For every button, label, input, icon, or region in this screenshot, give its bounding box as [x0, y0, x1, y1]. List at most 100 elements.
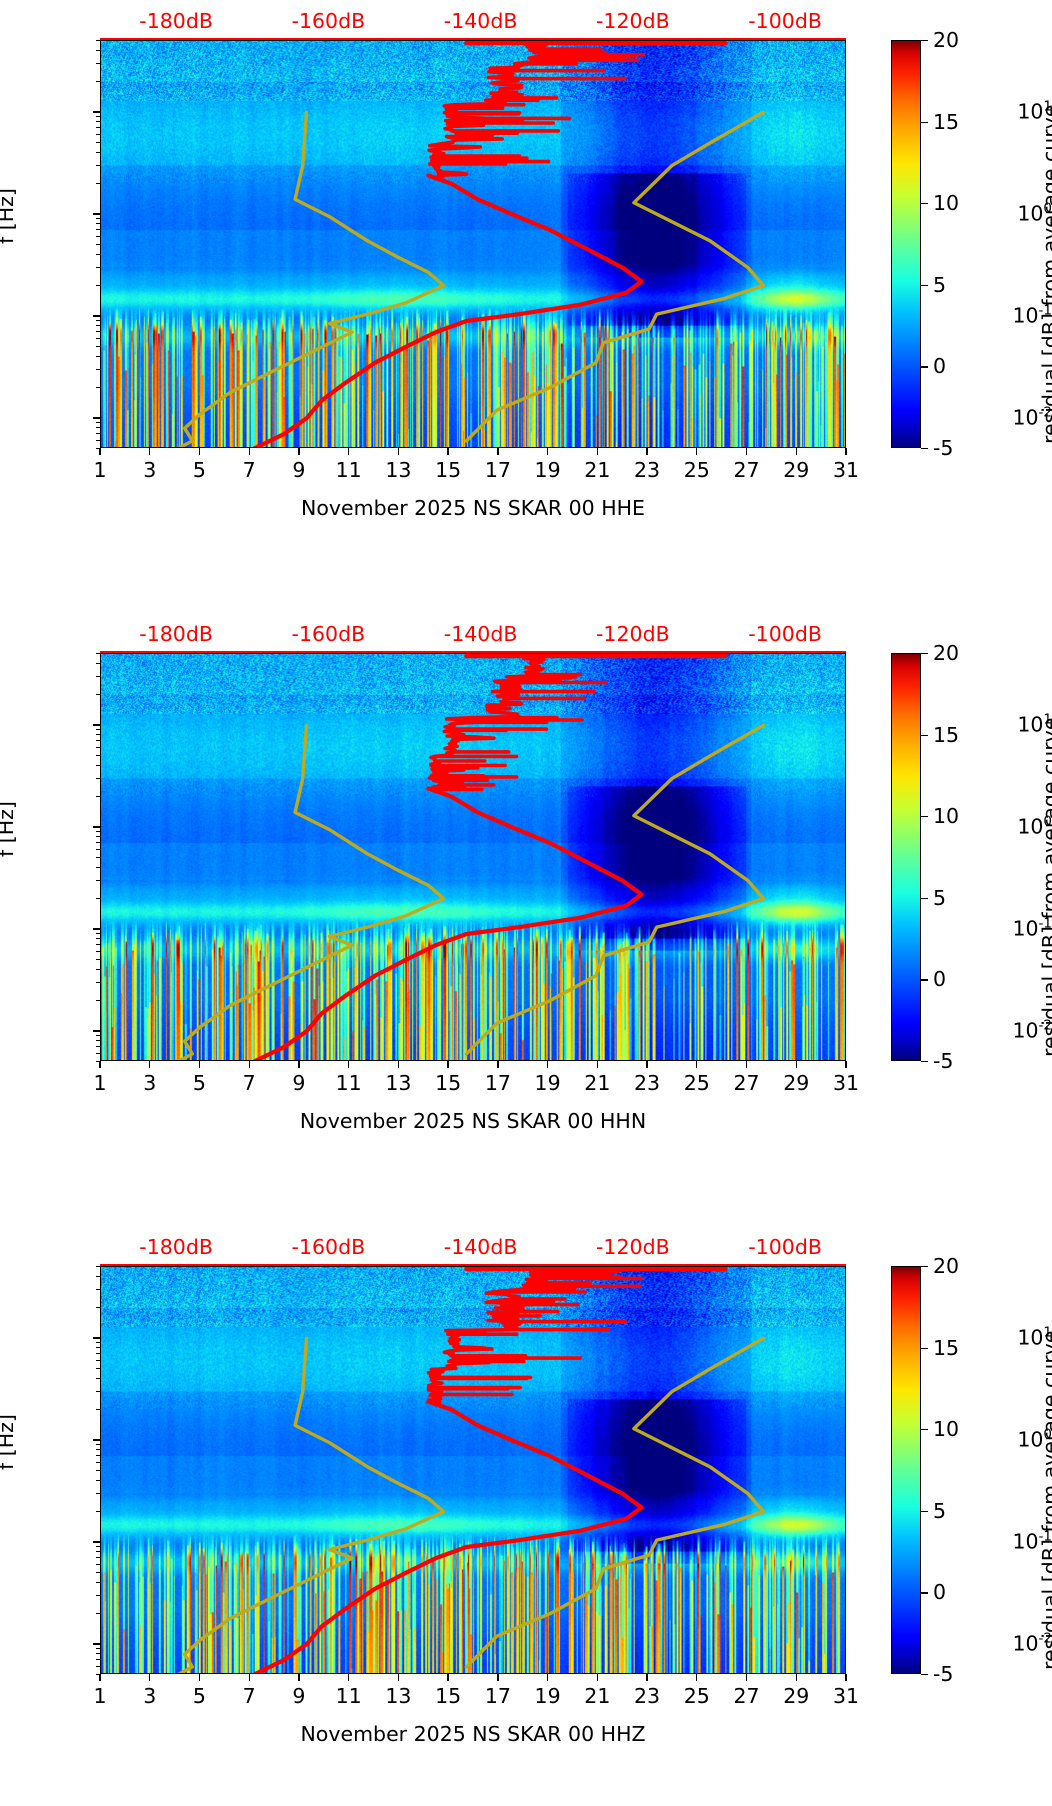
y-axis-minor-tick — [96, 1353, 100, 1355]
y-axis-minor-tick — [96, 355, 100, 358]
colorbar-tick-label: -5 — [933, 1662, 954, 1686]
y-axis-minor-tick — [96, 133, 100, 136]
noise-model-high-curve — [464, 110, 765, 443]
y-axis-minor-tick — [96, 842, 100, 844]
db-axis-tick-label: -100dB — [748, 622, 822, 646]
colorbar-tick-label: 5 — [933, 1498, 947, 1523]
x-axis-tick — [348, 1061, 350, 1068]
y-axis-minor-tick — [96, 127, 100, 129]
noise-model-high-curve — [464, 1336, 765, 1669]
y-axis-minor-tick — [96, 1594, 100, 1596]
x-axis-tick-label: 19 — [534, 1684, 561, 1708]
y-axis-minor-tick — [96, 1563, 100, 1566]
y-axis-minor-tick — [96, 981, 100, 983]
y-tick-exponent: 0 — [1043, 813, 1052, 830]
y-axis-tick — [93, 928, 100, 930]
x-axis-tick — [696, 1674, 698, 1681]
y-tick-mantissa: 10 — [1017, 814, 1044, 839]
y-axis-minor-tick — [96, 999, 100, 1001]
overlay-curves — [177, 41, 765, 447]
x-axis-tick — [149, 1061, 151, 1068]
x-axis-tick-label: 25 — [683, 1071, 710, 1095]
x-axis-tick — [845, 448, 847, 455]
x-axis-tick-label: 15 — [435, 458, 462, 482]
y-axis-minor-tick — [96, 421, 100, 424]
median-psd-curve-hf — [427, 41, 646, 179]
db-axis-tick-label: -100dB — [748, 1235, 822, 1259]
overlay-curves — [177, 1267, 765, 1673]
x-axis-tick — [546, 448, 549, 455]
x-axis-tick — [99, 1674, 101, 1681]
x-axis-tick-label: 7 — [242, 458, 256, 482]
db-axis-tick-label: -160dB — [291, 1235, 366, 1259]
x-axis-tick — [298, 1061, 300, 1068]
x-axis-label: November 2025 NS SKAR 00 HHE — [301, 496, 645, 520]
colorbar-tick — [921, 284, 928, 287]
colorbar-tick-label: -5 — [933, 1049, 954, 1073]
x-axis-tick — [248, 1674, 250, 1681]
db-axis-tick-label: -180dB — [139, 622, 213, 646]
x-axis-tick-label: 23 — [634, 1071, 661, 1095]
y-axis-minor-tick — [96, 866, 100, 869]
y-axis-minor-tick — [96, 764, 100, 767]
y-axis-tick — [93, 417, 100, 419]
y-axis-minor-tick — [96, 932, 100, 935]
x-axis-tick-label: 17 — [484, 1684, 511, 1708]
y-axis-minor-tick — [96, 740, 100, 742]
x-axis-tick — [546, 1061, 549, 1068]
spectrogram-axes — [100, 1266, 846, 1674]
y-axis-minor-tick — [96, 1674, 100, 1676]
y-axis-tick — [93, 1337, 100, 1339]
y-axis-minor-tick — [96, 223, 100, 225]
x-axis-tick — [198, 448, 201, 455]
y-axis-minor-tick — [96, 944, 100, 946]
colorbar-tick — [921, 979, 928, 981]
x-axis-tick — [646, 1674, 648, 1681]
y-axis-minor-tick — [96, 1479, 100, 1482]
y-tick-mantissa: 10 — [1012, 1529, 1039, 1554]
y-axis-minor-tick — [96, 693, 100, 695]
x-axis-tick-label: 21 — [584, 458, 611, 482]
y-axis-minor-tick — [96, 331, 100, 333]
y-axis-minor-tick — [96, 959, 100, 961]
y-axis-tick — [93, 1439, 100, 1441]
colorbar-tick — [921, 1061, 928, 1063]
x-axis-tick-label: 15 — [435, 1071, 462, 1095]
x-axis-tick — [248, 1061, 250, 1068]
y-tick-exponent: 1 — [1043, 711, 1052, 728]
x-axis-tick — [248, 448, 250, 455]
y-tick-mantissa: 10 — [1017, 201, 1044, 226]
x-axis-tick — [198, 1674, 201, 1681]
y-axis-minor-tick — [96, 795, 100, 797]
y-axis-minor-tick — [96, 755, 100, 757]
y-axis-minor-tick — [96, 1052, 100, 1055]
y-axis-minor-tick — [96, 1390, 100, 1392]
y-axis-minor-tick — [96, 427, 100, 429]
x-axis-tick-label: 3 — [143, 458, 157, 482]
x-axis-tick — [845, 1674, 847, 1681]
y-axis-label: f [Hz] — [0, 1414, 18, 1470]
noise-model-low-curve — [177, 1336, 446, 1673]
x-axis-tick-label: 19 — [534, 1071, 561, 1095]
y-axis-tick-label: 10-2 — [964, 1631, 1052, 1656]
y-axis-minor-tick — [96, 1443, 100, 1446]
y-axis-tick — [93, 724, 100, 726]
y-axis-minor-tick — [96, 121, 100, 123]
x-axis-tick-label: 3 — [143, 1071, 157, 1095]
x-axis-tick — [696, 1061, 698, 1068]
x-axis-tick — [745, 1674, 748, 1681]
x-axis-tick — [149, 1674, 151, 1681]
colorbar-tick — [921, 1347, 928, 1349]
x-axis-tick-label: 27 — [733, 1071, 760, 1095]
y-axis-label: f [Hz] — [0, 188, 18, 244]
x-axis-tick-label: 25 — [683, 458, 710, 482]
db-axis-tick-label: -100dB — [748, 9, 822, 33]
y-tick-exponent: -2 — [1038, 1630, 1052, 1647]
x-axis-tick-label: 19 — [534, 458, 561, 482]
y-tick-exponent: -1 — [1038, 915, 1052, 932]
y-axis-minor-tick — [96, 1040, 100, 1042]
y-tick-exponent: 1 — [1043, 98, 1052, 115]
x-axis-tick — [646, 448, 648, 455]
y-axis-minor-tick — [96, 1275, 100, 1278]
y-axis-minor-tick — [96, 675, 100, 677]
